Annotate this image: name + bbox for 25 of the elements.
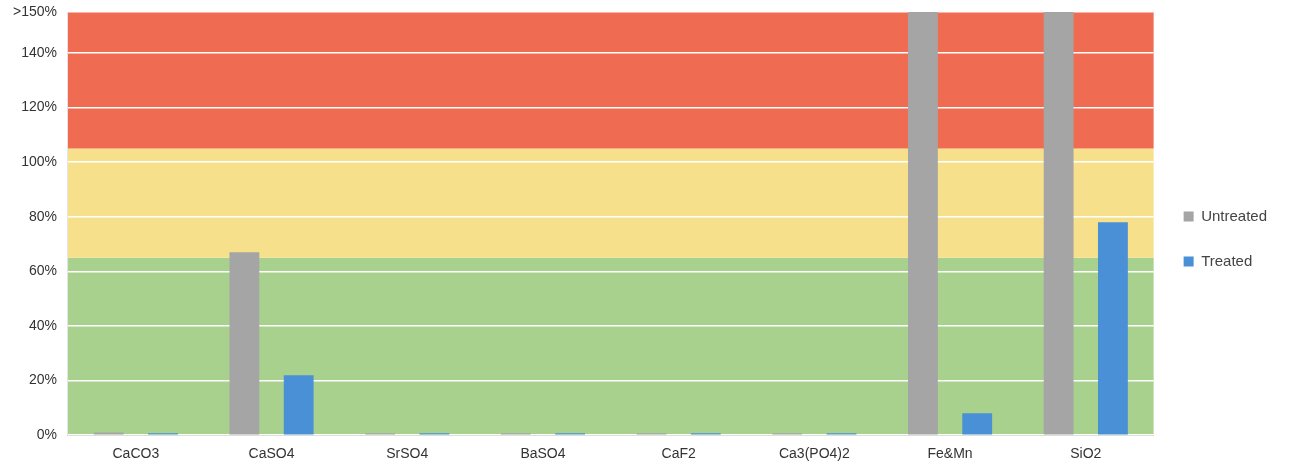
bar <box>1043 12 1074 435</box>
x-tick-label: Ca3(PO4)2 <box>778 445 850 462</box>
x-tick-label: SrSO4 <box>386 445 429 462</box>
bar <box>962 413 993 435</box>
x-tick-label: CaF2 <box>661 445 696 462</box>
y-tick-label: 0% <box>36 426 57 443</box>
y-tick-label: 140% <box>21 43 57 60</box>
bar <box>283 375 314 435</box>
x-tick-label: BaSO4 <box>520 445 566 462</box>
legend-label: Treated <box>1201 251 1253 269</box>
y-tick-label: 120% <box>21 98 57 115</box>
legend-label: Untreated <box>1201 206 1267 224</box>
bar <box>908 12 938 435</box>
x-tick-label: SiO2 <box>1070 445 1102 462</box>
x-tick-label: Fe&Mn <box>927 445 973 462</box>
bar <box>229 252 260 435</box>
y-tick-label: 60% <box>28 262 57 279</box>
x-tick-label: CaCO3 <box>112 445 160 462</box>
y-tick-label: 40% <box>28 316 57 333</box>
y-tick-label: 20% <box>28 371 57 388</box>
x-tick-label: CaSO4 <box>248 445 295 462</box>
y-tick-label: 80% <box>28 207 57 224</box>
y-tick-label: >150% <box>13 2 57 19</box>
y-tick-label: 100% <box>21 153 57 170</box>
bar <box>1097 222 1128 435</box>
